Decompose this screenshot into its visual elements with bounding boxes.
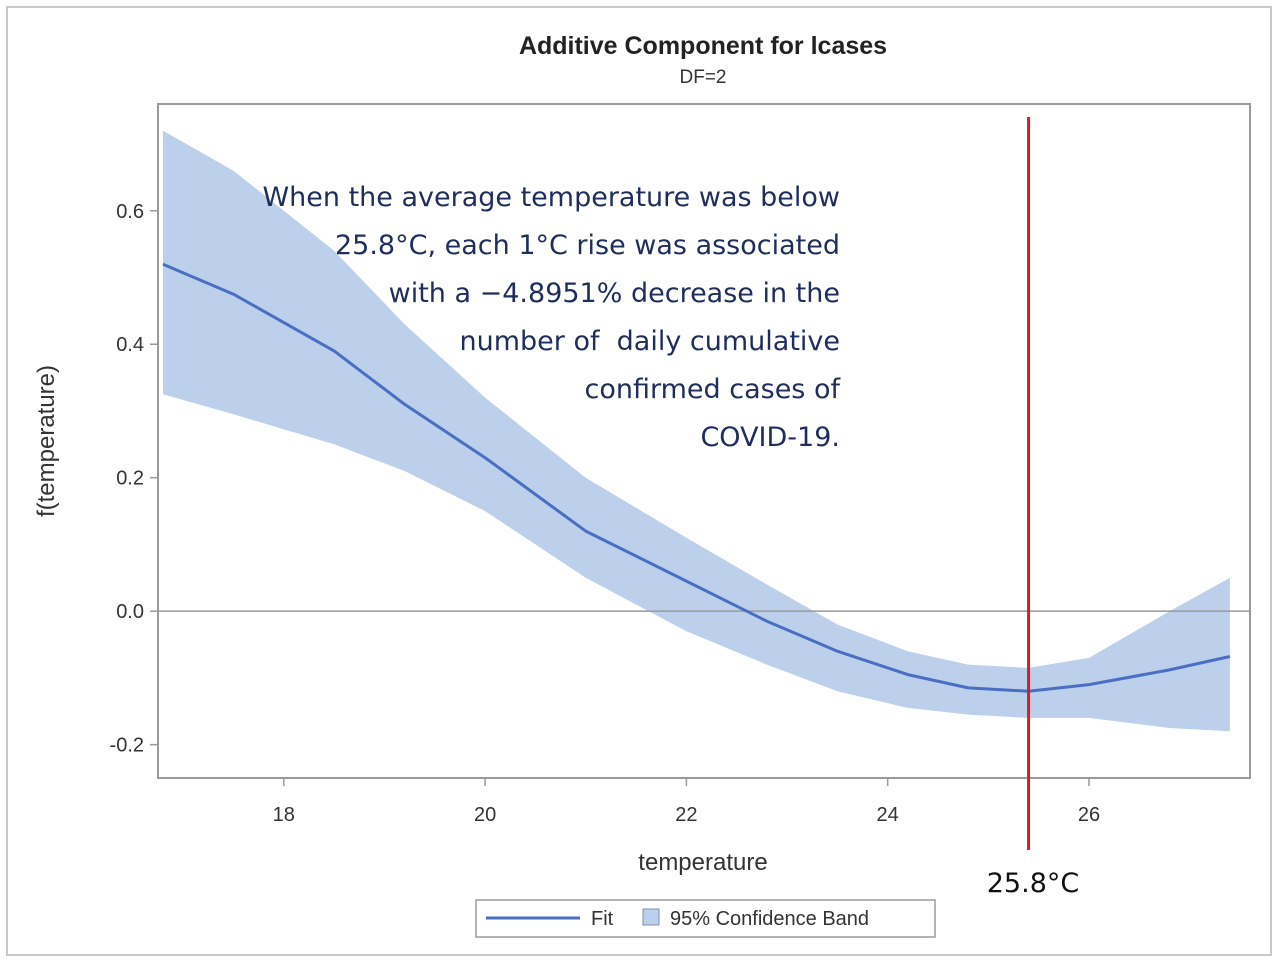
y-tick-label: 0.2 xyxy=(116,468,144,490)
x-tick-label: 26 xyxy=(1078,804,1100,826)
chart-title: Additive Component for lcases xyxy=(519,32,887,60)
x-axis-label: temperature xyxy=(638,849,767,876)
x-tick-label: 18 xyxy=(273,804,295,826)
fit-line xyxy=(162,262,1231,693)
legend-band-swatch xyxy=(642,908,660,926)
legend: Fit 95% Confidence Band xyxy=(475,899,936,938)
annotation-line: with a −4.8951% decrease in the xyxy=(389,278,840,309)
legend-fit-label: Fit xyxy=(591,908,614,930)
chart-subtitle: DF=2 xyxy=(680,67,727,88)
x-tick-label: 20 xyxy=(474,804,496,826)
annotation-line: 25.8°C, each 1°C rise was associated xyxy=(335,230,840,261)
y-tick-label: 0.6 xyxy=(116,201,144,223)
y-tick-label: 0.4 xyxy=(116,334,144,356)
annotation-line: confirmed cases of xyxy=(585,374,842,405)
x-tick-label: 22 xyxy=(675,804,697,826)
x-axis-ticks: 18 20 22 24 26 xyxy=(273,778,1100,826)
annotation-text-block: When the average temperature was below 25… xyxy=(262,182,841,453)
y-axis-label: f(temperature) xyxy=(33,365,60,517)
y-axis-ticks: 0.6 0.4 0.2 0.0 -0.2 xyxy=(110,201,158,757)
annotation-line: COVID-19. xyxy=(700,422,840,453)
y-tick-label: -0.2 xyxy=(110,735,144,757)
annotation-line: number of daily cumulative xyxy=(460,326,841,357)
legend-band-label: 95% Confidence Band xyxy=(670,908,869,930)
confidence-band xyxy=(163,130,1230,732)
threshold-label: 25.8°C xyxy=(987,868,1079,899)
x-tick-label: 24 xyxy=(877,804,899,826)
y-tick-label: 0.0 xyxy=(116,601,144,623)
annotation-line: When the average temperature was below xyxy=(262,182,840,213)
confidence-band-layer xyxy=(163,130,1230,732)
plot-area-border xyxy=(157,103,1251,779)
fit-line-layer xyxy=(162,262,1231,693)
